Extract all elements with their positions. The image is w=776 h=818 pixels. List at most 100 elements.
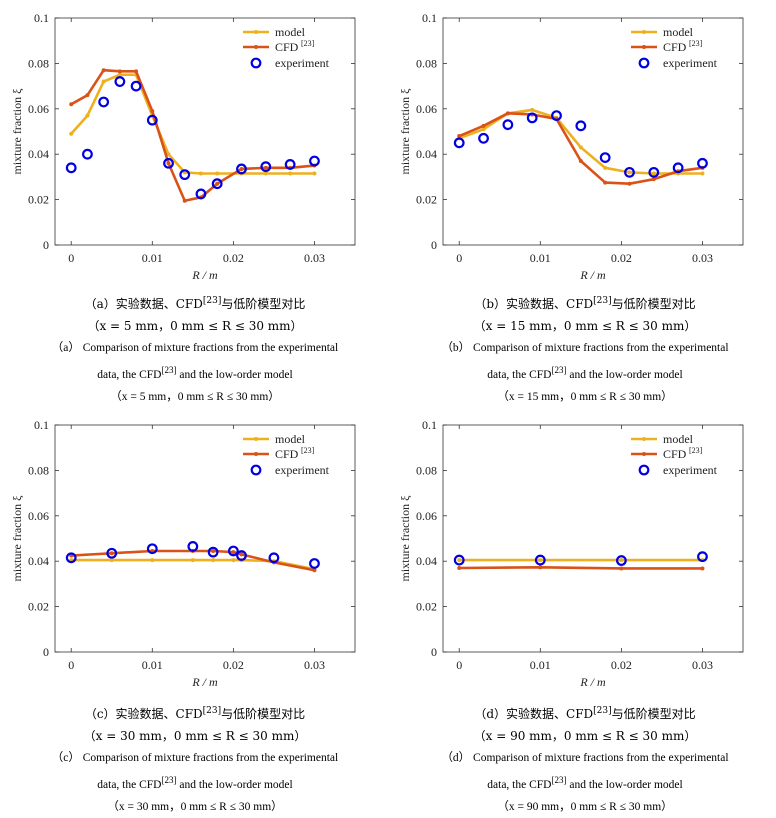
chart-c-experiment-point <box>65 552 77 564</box>
chart-a-legend-experiment-label: experiment <box>275 56 330 70</box>
chart-b-legend-cfd-ref: [23] <box>689 39 703 48</box>
chart-b-model-point <box>700 171 705 176</box>
chart-a-experiment-point <box>260 161 272 173</box>
chart-a-ytick-label: 0.1 <box>34 11 49 25</box>
chart-a-cfd-point <box>69 102 74 107</box>
chart-c-ytick-label: 0.1 <box>34 418 49 432</box>
chart-a-xtick-label: 0.01 <box>142 251 163 265</box>
chart-a-cfd-point <box>263 165 268 170</box>
chart-a-cfd-point <box>101 68 106 73</box>
chart-d-ytick-label: 0.04 <box>416 554 437 568</box>
chart-a-ytick-label: 0.06 <box>28 102 49 116</box>
chart-b-cfd-point <box>651 177 656 182</box>
caption-c-en-line1: （c） Comparison of mixture fractions from… <box>51 752 339 764</box>
chart-b-ytick-label: 0.04 <box>416 147 437 161</box>
caption-a-en-line1: （a） Comparison of mixture fractions from… <box>51 342 339 354</box>
chart-c-ytick-label: 0.06 <box>28 509 49 523</box>
chart-c-legend-cfd-ref: [23] <box>301 446 315 455</box>
chart-b-xtick-label: 0 <box>456 251 462 265</box>
chart-c-cfd-point <box>109 551 114 556</box>
chart-a-legend-experiment-marker <box>250 57 262 69</box>
chart-b-legend-model-marker <box>642 30 646 34</box>
chart-b-xtick-label: 0.01 <box>530 251 551 265</box>
chart-a-ylabel: mixture fraction ξ <box>10 88 24 175</box>
chart-c-legend-model-label: model <box>275 432 306 446</box>
chart-c-legend-cfd-label: CFD <box>275 447 299 461</box>
chart-c-model-point <box>211 558 216 563</box>
caption-d-en-line2: data, the CFD[23] and the low-order mode… <box>400 769 770 796</box>
chart-b-cfd-point <box>603 180 608 185</box>
chart-c-legend-experiment-label: experiment <box>275 463 330 477</box>
caption-d-zh-params: （x = 90 mm，0 mm ≤ R ≤ 30 mm） <box>473 729 697 743</box>
chart-b-model-point <box>578 145 583 150</box>
chart-a-cfd-point <box>85 93 90 98</box>
caption-a-en2-ref: [23] <box>161 365 177 375</box>
caption-b-en-line1: （b） Comparison of mixture fractions from… <box>441 342 729 354</box>
chart-b-ytick-label: 0.1 <box>422 11 437 25</box>
chart-d-xlabel: R / m <box>579 675 606 689</box>
chart-b-xtick-label: 0.03 <box>692 251 713 265</box>
chart-d-cfd-point <box>457 566 462 571</box>
chart-c-experiment-point <box>227 545 239 557</box>
chart-b-model-point <box>481 127 486 132</box>
chart-a-experiment-point <box>179 169 191 181</box>
chart-b-frame <box>442 17 744 246</box>
caption-c-en2a: data, the CFD <box>97 778 162 791</box>
caption-a-zh-text: （a）实验数据、CFD <box>84 297 203 311</box>
chart-c-experiment-point <box>187 541 199 552</box>
chart-d-xtick-label: 0 <box>456 658 462 672</box>
chart-d-cfd-point <box>538 565 543 570</box>
chart-b: 0 0.02 0.04 0.06 0.08 0.1 0 0.01 0.02 0.03 R / m mi… <box>398 11 744 282</box>
chart-d-model-point <box>619 558 624 563</box>
caption-d-en-line1: （d） Comparison of mixture fractions from… <box>441 752 729 764</box>
chart-d-experiment-point <box>697 551 708 563</box>
chart-d-ytick-label: 0.02 <box>416 600 437 614</box>
chart-b-experiment-point <box>697 157 708 169</box>
chart-a-ytick-label: 0.08 <box>28 56 49 70</box>
caption-c-zh-text: （c）实验数据、CFD <box>84 707 203 721</box>
chart-d-experiment-point <box>534 554 546 566</box>
caption-c-zh-tail: 与低阶模型对比 <box>221 707 306 721</box>
caption-c: （c）实验数据、CFD[23]与低阶模型对比 （x = 30 mm，0 mm ≤… <box>10 700 380 818</box>
chart-a-xtick-label: 0 <box>68 251 74 265</box>
caption-b-zh-params: （x = 15 mm，0 mm ≤ R ≤ 30 mm） <box>473 319 697 333</box>
chart-d-experiment-point <box>615 555 627 566</box>
chart-b-experiment-point <box>648 166 660 178</box>
caption-c-zh: （c）实验数据、CFD[23]与低阶模型对比 <box>10 700 380 725</box>
caption-a-zh-tail: 与低阶模型对比 <box>221 297 306 311</box>
chart-a-cfd-point <box>134 69 139 74</box>
chart-d-legend-model-marker <box>642 437 646 441</box>
chart-c-model-point <box>109 558 114 563</box>
chart-c-frame <box>54 424 356 653</box>
caption-a-en2b: and the low-order model <box>176 368 293 381</box>
chart-d-cfd-line <box>459 566 703 570</box>
chart-c-legend-cfd-marker <box>254 452 258 456</box>
chart-a-xlabel: R / m <box>191 268 218 282</box>
chart-b-experiment-point <box>624 166 635 178</box>
chart-a-experiment-point <box>130 80 142 92</box>
chart-b-xtick-label: 0.02 <box>611 251 632 265</box>
chart-a-xtick-label: 0.02 <box>223 251 244 265</box>
caption-d: （d）实验数据、CFD[23]与低阶模型对比 （x = 90 mm，0 mm ≤… <box>400 700 770 818</box>
chart-b-experiment-point <box>453 137 465 149</box>
caption-d-en-line3: （x = 90 mm，0 mm ≤ R ≤ 30 mm） <box>497 800 673 813</box>
chart-a-experiment-point <box>309 155 320 167</box>
chart-a-model-point <box>101 79 106 84</box>
caption-a-zh-ref: [23] <box>202 296 222 306</box>
chart-c-model-point <box>150 558 155 563</box>
chart-c-xtick-label: 0.02 <box>223 658 244 672</box>
chart-a-cfd-point <box>182 198 187 203</box>
chart-a-model-point <box>85 113 90 118</box>
caption-b-zh-ref: [23] <box>593 296 612 306</box>
chart-b-model-point <box>651 171 656 176</box>
caption-b-en2a: data, the CFD <box>487 368 552 381</box>
chart-b-cfd-point <box>627 181 632 186</box>
chart-a-frame <box>54 17 356 246</box>
chart-d-legend-experiment-label: experiment <box>663 463 718 477</box>
caption-b-en2-ref: [23] <box>551 365 567 375</box>
chart-a-experiment-point <box>98 96 110 108</box>
chart-c-xtick-label: 0.03 <box>304 658 325 672</box>
